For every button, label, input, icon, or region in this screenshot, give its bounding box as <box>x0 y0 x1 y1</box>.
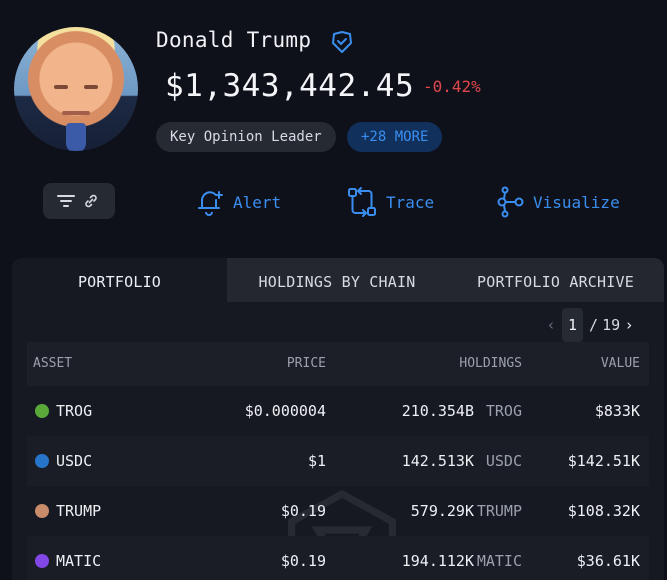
asset-price: $0.19 <box>280 502 326 520</box>
link-icon <box>85 194 97 208</box>
header-value[interactable]: VALUE <box>600 356 640 371</box>
asset-value: $108.32K <box>567 502 640 520</box>
current-page[interactable]: 1 <box>562 308 584 342</box>
avatar-eye-right <box>84 85 98 89</box>
tab-portfolio-archive[interactable]: PORTFOLIO ARCHIVE <box>447 258 664 302</box>
total-balance: $1,343,442.45 <box>165 68 415 104</box>
asset-name[interactable]: TROG <box>56 402 93 420</box>
chevron-right-icon[interactable]: › <box>624 316 634 334</box>
trace-label: Trace <box>386 192 435 212</box>
avatar-mouth <box>62 111 90 115</box>
filter-icon <box>57 195 75 207</box>
asset-price: $0.19 <box>280 552 326 570</box>
table-row[interactable]: USDC $1 142.513K USDC $142.51K <box>27 436 649 486</box>
asset-value: $142.51K <box>567 452 640 470</box>
trace-button[interactable]: Trace <box>346 186 434 218</box>
asset-symbol: TROG <box>485 402 522 420</box>
trace-icon <box>348 187 376 217</box>
pagination: ‹ 1 / 19 › <box>542 308 638 342</box>
asset-holdings: 142.513K <box>401 452 474 470</box>
chevron-left-icon[interactable]: ‹ <box>546 316 556 334</box>
filter-link-button[interactable] <box>43 183 115 219</box>
asset-symbol: MATIC <box>476 552 522 570</box>
header-holdings[interactable]: HOLDINGS <box>459 356 522 371</box>
avatar <box>14 27 138 151</box>
usdc-coin-icon <box>35 454 49 468</box>
portfolio-card: PORTFOLIO HOLDINGS BY CHAIN PORTFOLIO AR… <box>12 258 664 580</box>
avatar-eye-left <box>54 85 68 89</box>
asset-holdings: 194.112K <box>401 552 474 570</box>
more-tags-button[interactable]: +28 MORE <box>347 122 443 152</box>
asset-value: $36.61K <box>576 552 640 570</box>
asset-price: $0.000004 <box>244 402 326 420</box>
balance-change: -0.42% <box>423 77 481 96</box>
asset-name[interactable]: MATIC <box>56 552 102 570</box>
table-header: ASSET PRICE HOLDINGS VALUE <box>27 342 649 386</box>
asset-holdings: 579.29K <box>410 502 474 520</box>
entity-name: Donald Trump <box>156 28 312 52</box>
avatar-tie <box>66 123 86 151</box>
visualize-label: Visualize <box>533 192 620 212</box>
asset-holdings: 210.354B <box>401 402 474 420</box>
asset-name[interactable]: TRUMP <box>56 502 102 520</box>
header-price[interactable]: PRICE <box>286 356 326 371</box>
graph-nodes-icon <box>497 186 524 218</box>
total-pages: 19 <box>602 316 621 334</box>
matic-coin-icon <box>35 554 49 568</box>
visualize-button[interactable]: Visualize <box>497 186 620 218</box>
alert-button[interactable]: Alert <box>195 186 281 218</box>
asset-name[interactable]: USDC <box>56 452 93 470</box>
asset-value: $833K <box>594 402 640 420</box>
trump-coin-icon <box>35 504 49 518</box>
table-row[interactable]: TRUMP $0.19 579.29K TRUMP $108.32K <box>27 486 649 536</box>
page-separator: / <box>589 316 599 334</box>
asset-symbol: USDC <box>485 452 522 470</box>
table-row[interactable]: MATIC $0.19 194.112K MATIC $36.61K <box>27 536 649 580</box>
tab-bar: PORTFOLIO HOLDINGS BY CHAIN PORTFOLIO AR… <box>12 258 664 302</box>
asset-price: $1 <box>307 452 326 470</box>
header-asset[interactable]: ASSET <box>33 356 73 371</box>
alert-label: Alert <box>233 192 282 212</box>
trog-coin-icon <box>35 404 49 418</box>
tab-portfolio[interactable]: PORTFOLIO <box>12 258 227 302</box>
verified-badge-icon <box>332 31 352 53</box>
bell-plus-icon <box>198 191 223 216</box>
tab-holdings-by-chain[interactable]: HOLDINGS BY CHAIN <box>227 258 447 302</box>
tag-key-opinion-leader[interactable]: Key Opinion Leader <box>156 122 336 152</box>
asset-symbol: TRUMP <box>476 502 522 520</box>
table-row[interactable]: TROG $0.000004 210.354B TROG $833K <box>27 386 649 436</box>
